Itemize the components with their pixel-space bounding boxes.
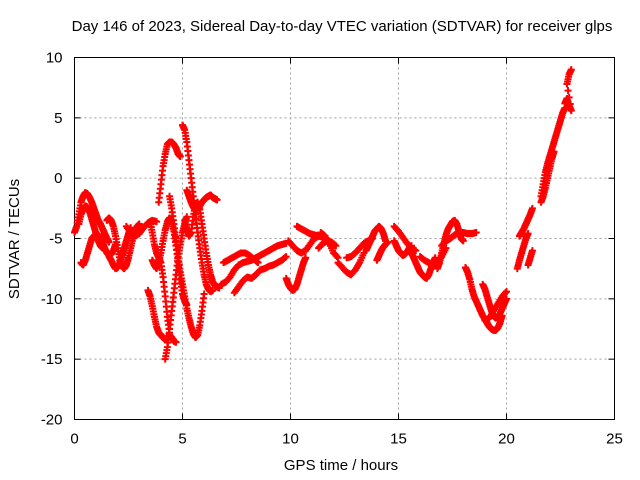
data-point — [153, 218, 161, 226]
x-tick-label: 5 — [178, 431, 186, 448]
y-tick-label: -15 — [41, 351, 63, 368]
series-arc-36 — [481, 288, 510, 325]
series-arc-08 — [146, 218, 174, 337]
data-point — [567, 107, 575, 115]
x-tick-label: 10 — [282, 431, 299, 448]
data-point — [524, 230, 532, 238]
data-point — [332, 242, 340, 250]
data-series — [71, 66, 575, 363]
data-point — [407, 242, 415, 250]
series-arc-38 — [515, 204, 536, 240]
y-tick-label: -10 — [41, 291, 63, 308]
series-arc-01 — [71, 189, 113, 246]
series-arc-37 — [513, 230, 532, 273]
data-point — [501, 289, 509, 297]
x-tick-label: 20 — [498, 431, 515, 448]
chart-title: Day 146 of 2023, Sidereal Day-to-day VTE… — [72, 18, 613, 35]
data-point — [135, 220, 143, 228]
series-arc-42 — [561, 66, 575, 115]
series-arc-15 — [183, 186, 221, 214]
x-tick-label: 0 — [70, 431, 78, 448]
x-tick-labels: 0 5 10 15 20 25 — [70, 431, 623, 448]
data-point — [333, 253, 341, 261]
data-point — [550, 148, 558, 156]
data-point — [105, 238, 113, 246]
data-point — [176, 152, 184, 160]
y-tick-label: 5 — [54, 110, 62, 127]
data-point — [564, 87, 572, 95]
y-tick-label: -20 — [41, 412, 63, 429]
data-point — [384, 238, 392, 246]
data-point — [459, 237, 467, 245]
series-arc-23 — [315, 237, 340, 252]
data-point — [215, 284, 223, 292]
data-point — [209, 286, 217, 294]
series-arc-33 — [438, 228, 480, 250]
series-arc-29 — [390, 237, 415, 259]
data-point — [200, 290, 208, 298]
y-axis-title: SDTVAR / TECUs — [6, 179, 23, 299]
x-tick-label: 25 — [606, 431, 623, 448]
y-tick-label: 10 — [46, 50, 63, 67]
x-axis-title: GPS time / hours — [284, 457, 398, 474]
series-arc-19 — [282, 254, 310, 294]
data-point — [254, 259, 262, 267]
data-point — [567, 66, 575, 74]
data-point — [528, 204, 536, 212]
series-arc-39 — [524, 247, 536, 269]
x-tick-label: 15 — [390, 431, 407, 448]
data-point — [302, 254, 310, 262]
series-arc-17 — [220, 249, 262, 267]
data-point — [503, 288, 510, 296]
series-arc-10 — [155, 138, 184, 206]
data-point — [565, 93, 573, 101]
data-point — [566, 100, 574, 108]
data-point — [282, 253, 290, 261]
y-tick-labels: -20 -15 -10 -5 0 5 10 — [41, 50, 63, 429]
data-point — [213, 196, 221, 204]
data-point — [472, 228, 480, 236]
series-arc-12 — [166, 192, 208, 341]
y-tick-label: 0 — [54, 170, 62, 187]
series-arc-21 — [293, 222, 327, 241]
data-point — [172, 338, 180, 346]
data-point — [412, 247, 420, 255]
series-arc-32 — [433, 216, 467, 273]
series-arc-18 — [230, 253, 290, 297]
y-tick-label: -5 — [49, 231, 62, 248]
series-arc-26 — [362, 222, 390, 255]
data-point — [183, 213, 191, 221]
series-arc-41 — [537, 148, 558, 206]
axis-ticks — [74, 57, 615, 420]
series-arc-27 — [373, 238, 392, 264]
data-point — [528, 247, 536, 255]
